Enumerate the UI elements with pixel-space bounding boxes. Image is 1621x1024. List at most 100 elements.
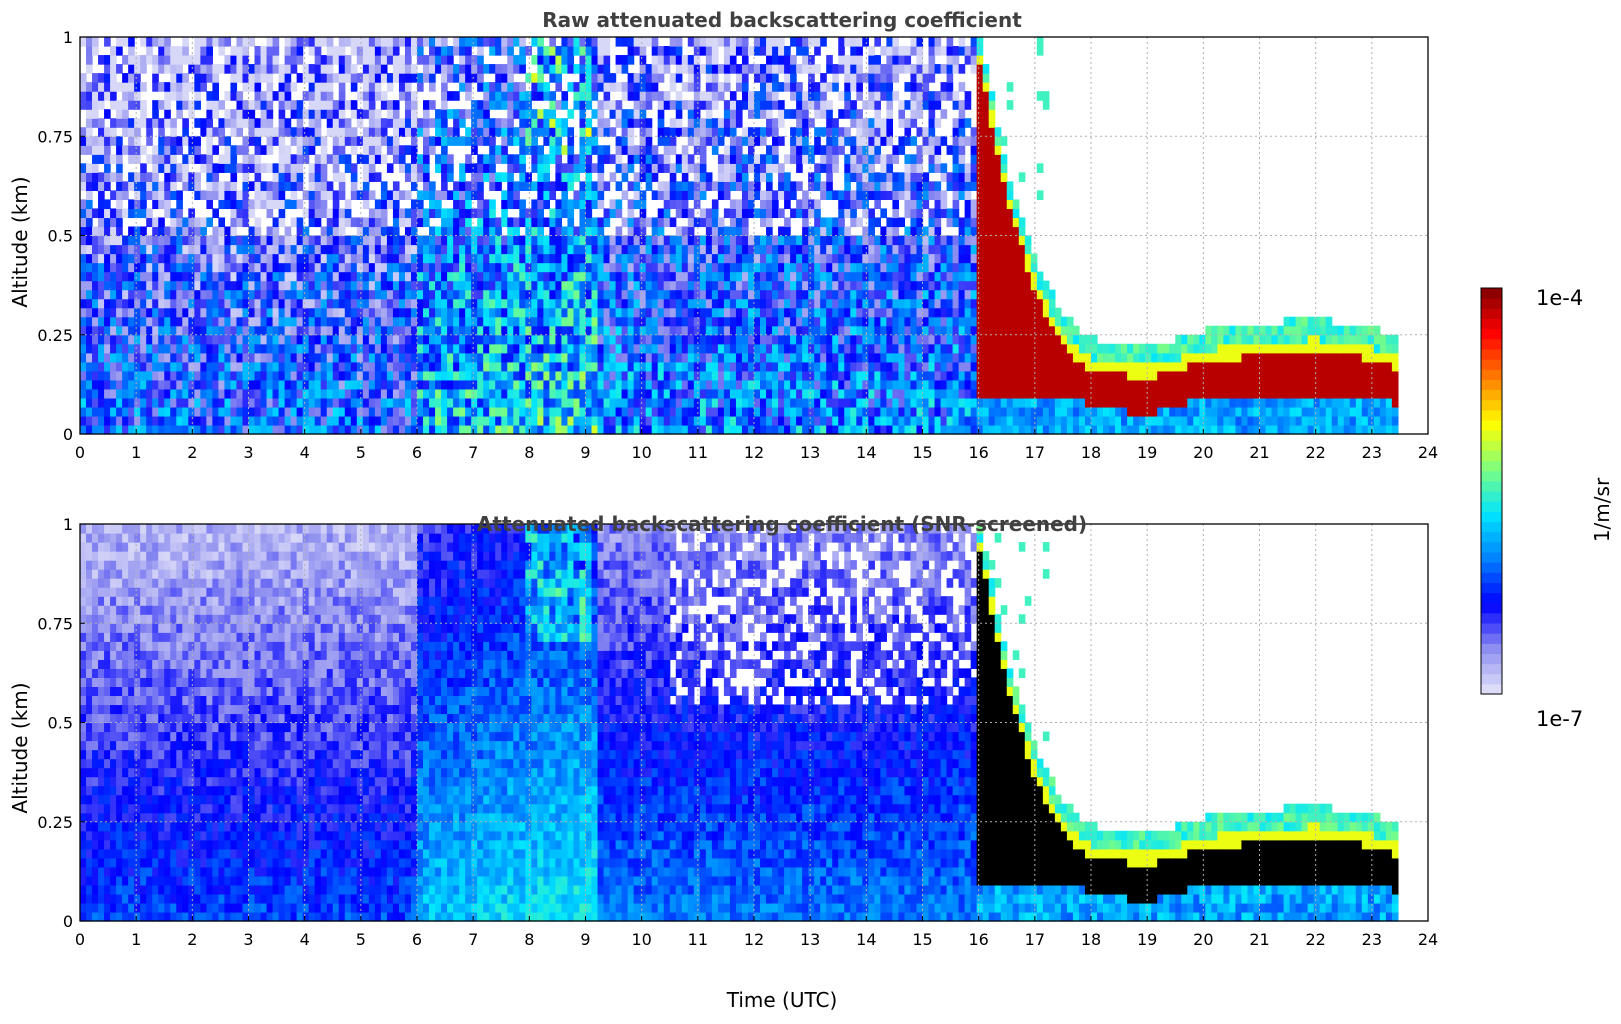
top-heatmap-cell [98,244,105,255]
top-heatmap-cell [567,298,575,309]
top-heatmap-cell [585,388,593,399]
top-heatmap-cell [772,271,779,282]
top-heatmap-cell [242,154,250,164]
top-heatmap-cell [398,334,406,345]
top-heatmap-cell [507,343,514,354]
top-heatmap-cell [128,235,135,246]
top-heatmap-cell [104,82,111,92]
top-heatmap-cell [519,361,526,372]
top-heatmap-cell [567,145,575,155]
top-heatmap-cell [392,208,400,219]
top-heatmap-cell [687,271,695,282]
top-heatmap-cell [747,352,755,363]
top-heatmap-cell [832,397,839,408]
top-heatmap-cell [681,145,689,155]
top-heatmap-cell [194,352,201,363]
top-heatmap-cell [507,136,514,146]
top-heatmap-cell [380,226,388,237]
top-heatmap-cell [374,109,382,119]
top-heatmap-cell [489,181,496,191]
top-heatmap-cell [844,397,851,408]
top-heatmap-cell [826,397,833,408]
top-heatmap-cell [110,325,117,336]
top-heatmap-cell [507,217,514,228]
top-heatmap-cell [856,343,863,354]
top-heatmap-cell [705,307,713,318]
top-heatmap-cell [441,37,448,47]
top-heatmap-cell [657,118,665,128]
top-heatmap-cell [435,37,442,47]
top-heatmap-cell [555,271,563,282]
top-heatmap-cell [747,424,755,435]
top-heatmap-cell [206,352,213,363]
top-heatmap-cell [398,388,406,399]
top-heatmap-cell [760,343,767,354]
top-heatmap-cell [723,343,731,354]
top-heatmap-cell [320,424,328,435]
top-heatmap-cell [344,73,352,83]
top-heatmap-cell [404,343,412,354]
top-heatmap-cell [760,379,767,390]
top-heatmap-cell [513,226,520,237]
top-heatmap-cell [681,388,689,399]
top-heatmap-cell [603,145,611,155]
top-heatmap-cell [80,334,87,345]
top-heatmap-cell [386,406,394,417]
top-heatmap-cell [784,334,791,345]
top-heatmap-cell [206,73,213,83]
top-heatmap-cell [326,109,334,119]
top-heatmap-cell [332,244,340,255]
top-heatmap-cell [543,298,550,309]
top-heatmap-cell [404,424,412,435]
top-heatmap-cell [176,352,183,363]
top-heatmap-cell [790,397,797,408]
top-heatmap-cell [218,127,226,137]
top-heatmap-cell [555,181,563,191]
top-heatmap-cell [338,127,346,137]
top-heatmap-cell [766,370,773,381]
top-heatmap-cell [423,217,430,228]
top-heatmap-cell [152,343,159,354]
top-heatmap-cell [212,334,220,345]
top-heatmap-cell [543,424,550,435]
top-heatmap-cell [585,37,593,47]
top-heatmap-cell [657,415,665,426]
top-heatmap-cell [380,181,388,191]
top-heatmap-cell [290,235,298,246]
top-heatmap-cell [386,82,394,92]
top-heatmap-cell [423,163,430,173]
top-heatmap-cell [447,388,454,399]
top-heatmap-cell [832,316,839,327]
top-heatmap-cell [410,235,418,246]
top-heatmap-cell [134,91,141,101]
top-heatmap-cell [495,262,502,273]
top-heatmap-cell [597,271,605,282]
top-heatmap-cell [417,73,424,83]
top-heatmap-cell [681,397,689,408]
top-heatmap-cell [356,226,364,237]
top-heatmap-cell [392,154,400,164]
top-heatmap-cell [513,154,520,164]
top-heatmap-cell [320,109,328,119]
top-heatmap-cell [729,244,737,255]
top-heatmap-cell [296,379,304,390]
top-heatmap-cell [278,136,286,146]
top-heatmap-cell [92,424,99,435]
top-heatmap-cell [693,181,701,191]
top-heatmap-cell [188,271,195,282]
top-heatmap-cell [537,118,544,128]
top-heatmap-cell [501,73,508,83]
top-heatmap-cell [158,145,165,155]
top-heatmap-cell [760,100,767,110]
top-heatmap-cell [296,163,304,173]
top-heatmap-cell [188,316,195,327]
top-heatmap-cell [687,208,695,219]
top-heatmap-cell [832,325,839,336]
top-heatmap-cell [248,118,256,128]
top-heatmap-cell [453,397,460,408]
top-heatmap-cell [729,298,737,309]
top-heatmap-cell [404,271,412,282]
top-heatmap-cell [254,244,262,255]
top-heatmap-cell [561,37,569,47]
top-heatmap-cell [519,343,526,354]
